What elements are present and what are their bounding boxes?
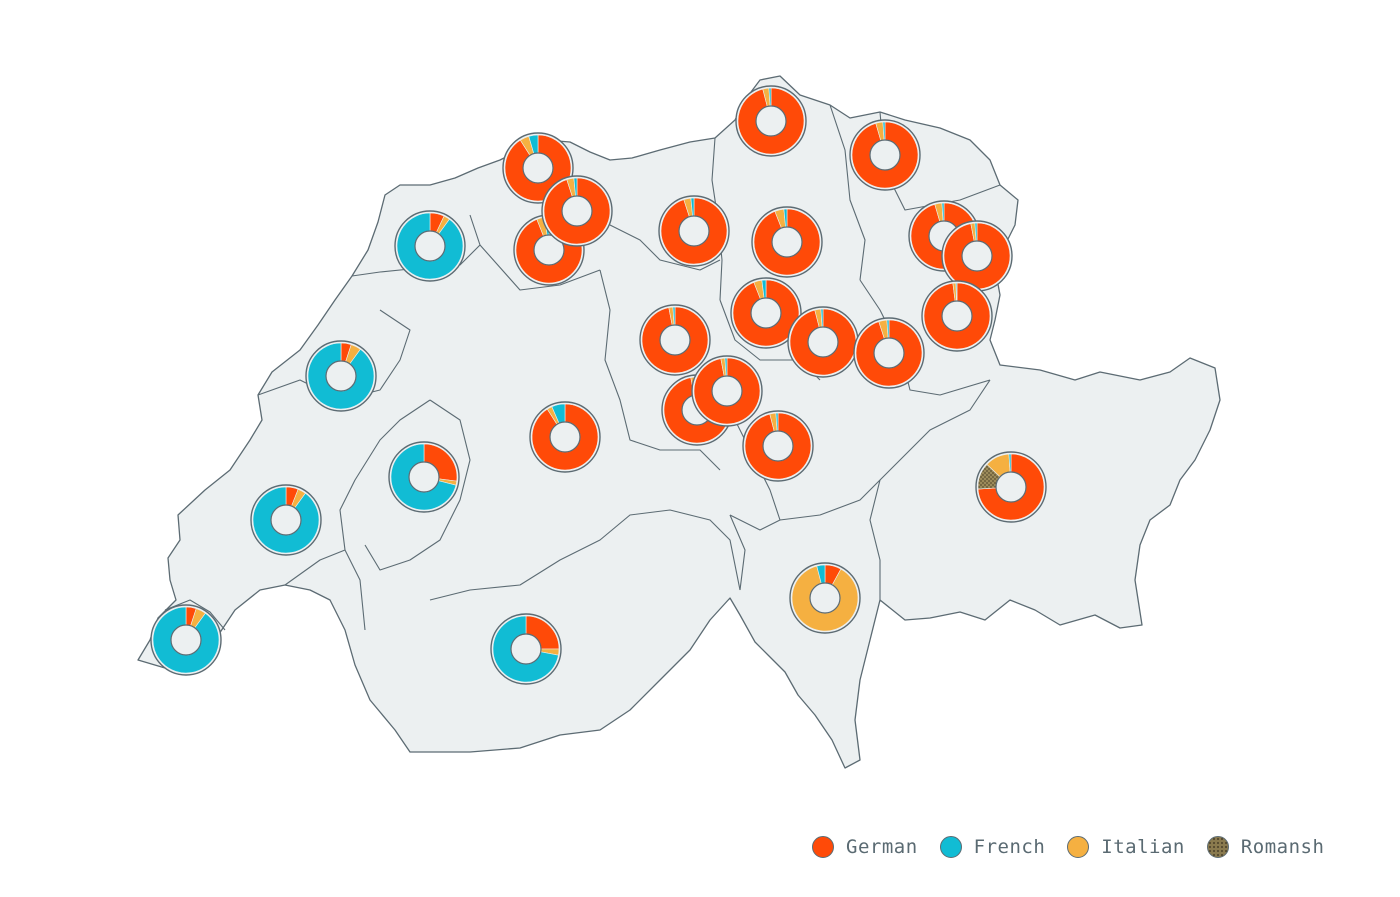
donut-schaffhausen (735, 85, 807, 157)
donut-hole (771, 226, 803, 258)
donut-nidwalden (691, 355, 763, 427)
donut-hole (408, 461, 440, 493)
donut-zug (730, 277, 802, 349)
donut-hole (995, 471, 1027, 503)
donut-hole (961, 240, 993, 272)
border-ticino-graubunden (779, 379, 991, 521)
border-bern-solothurn (479, 244, 601, 291)
donut-hole (522, 152, 554, 184)
donut-vaud (250, 484, 322, 556)
donut-appenzell-ausserrhoden (941, 220, 1013, 292)
legend-item-german: German (812, 836, 918, 858)
donut-valais (490, 613, 562, 685)
donut-hole (414, 230, 446, 262)
border-zurich-thurgau (829, 104, 866, 281)
donut-hole (561, 195, 593, 227)
romansh-swatch-icon (1206, 836, 1229, 858)
french-swatch-icon (939, 836, 962, 858)
donut-hole (762, 430, 794, 462)
border-valais-bern (429, 509, 741, 601)
donut-hole (510, 633, 542, 665)
donut-graubunden (975, 451, 1047, 523)
donut-zurich (751, 206, 823, 278)
donut-ticino (789, 562, 861, 634)
legend-label-french: French (973, 836, 1046, 858)
donut-bern (529, 401, 601, 473)
donut-hole (270, 504, 302, 536)
german-swatch-icon (812, 836, 834, 858)
donut-fribourg (388, 441, 460, 513)
donut-hole (678, 215, 710, 247)
donut-uri (742, 410, 814, 482)
donut-hole (807, 326, 839, 358)
donut-aargau (658, 195, 730, 267)
donut-hole (711, 375, 743, 407)
donut-jura (394, 210, 466, 282)
legend: German French Italian Romansh (812, 836, 1346, 858)
legend-item-romansh: Romansh (1206, 836, 1325, 858)
donut-hole (325, 360, 357, 392)
donut-schwyz (787, 306, 859, 378)
border-graubunden-south (869, 479, 881, 600)
legend-label-german: German (846, 836, 918, 858)
border-bern-lucerne (599, 269, 721, 471)
italian-swatch-icon (1067, 836, 1090, 858)
border-geneva-vaud (164, 599, 226, 631)
border-neuchatel (257, 309, 411, 401)
donut-appenzell-innerrhoden (921, 280, 993, 352)
donut-hole (941, 300, 973, 332)
donut-hole (873, 337, 905, 369)
legend-label-romansh: Romansh (1240, 836, 1325, 858)
donut-hole (809, 582, 841, 614)
donut-neuchatel (305, 340, 377, 412)
donut-hole (869, 139, 901, 171)
donut-solothurn (541, 175, 613, 247)
border-ticino-west (729, 514, 746, 591)
canton-donuts (150, 85, 1047, 685)
legend-item-french: French (939, 836, 1046, 858)
donut-luzern (639, 304, 711, 376)
donut-hole (533, 234, 565, 266)
donut-hole (750, 297, 782, 329)
donut-hole (659, 324, 691, 356)
donut-hole (170, 624, 202, 656)
border-fribourg-bern (364, 399, 471, 571)
border-vaud-fribourg (339, 399, 431, 551)
donut-hole (549, 421, 581, 453)
legend-label-italian: Italian (1101, 836, 1185, 858)
donut-hole (755, 105, 787, 137)
donut-thurgau (849, 119, 921, 191)
legend-item-italian: Italian (1067, 836, 1185, 858)
donut-glarus (853, 317, 925, 389)
donut-geneve (150, 604, 222, 676)
